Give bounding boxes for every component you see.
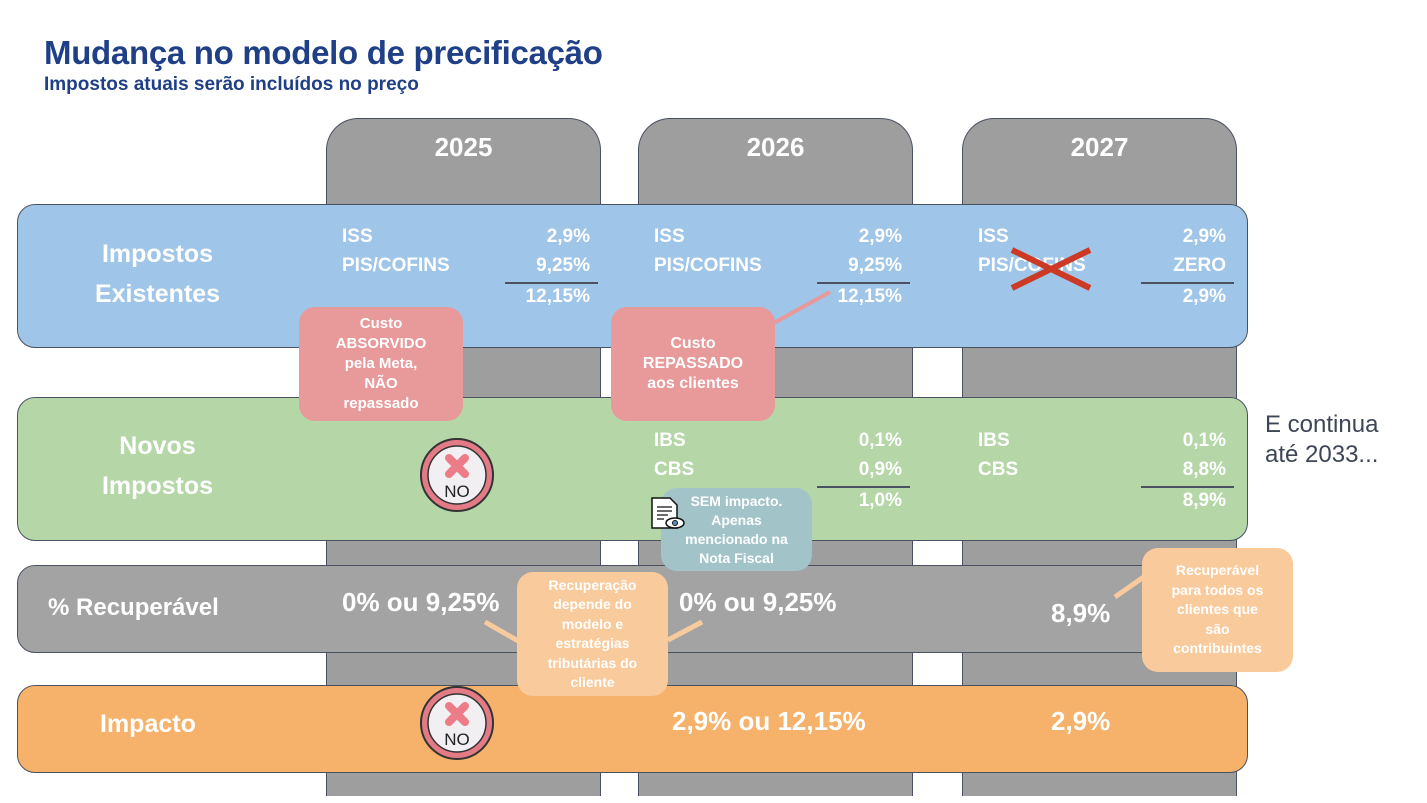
impacto-2027: 2,9% (1051, 706, 1111, 736)
total-novos-2027: 8,9% (1182, 490, 1226, 511)
strike-cross-icon (1010, 247, 1092, 291)
iss-label-2026: ISS (654, 226, 685, 247)
year-2026: 2026 (746, 132, 805, 162)
page-subtitle: Impostos atuais serão incluídos no preço (44, 74, 419, 95)
continua-note: E continua até 2033... (1265, 411, 1379, 468)
ibs-label-2026: IBS (654, 430, 686, 451)
impacto-2026: 2,9% ou 12,15% (672, 706, 866, 736)
row-novos-impostos (17, 397, 1248, 541)
pis-label-2026: PIS/COFINS (654, 255, 762, 276)
row-label-recuperavel: % Recuperável (48, 594, 219, 621)
row-label-impacto: Impacto (100, 710, 196, 738)
total-2025: 12,15% (525, 286, 590, 307)
recuperavel-2027: 8,9% (1051, 598, 1111, 628)
total-2026: 12,15% (837, 286, 902, 307)
callout-absorvido: Custo ABSORVIDO pela Meta, NÃO repassado (299, 307, 463, 421)
callout-repassado: Custo REPASSADO aos clientes (611, 307, 775, 421)
pis-value-2027: ZERO (1173, 255, 1226, 276)
callout-sem-impacto: SEM impacto. Apenas mencionado na Nota Fisc… (661, 488, 812, 571)
pis-value-2026: 9,25% (848, 255, 902, 276)
row-label-novos: Novos Impostos (101, 432, 214, 500)
page-title: Mudança no modelo de precificação (44, 34, 603, 71)
iss-label-2027: ISS (978, 226, 1009, 247)
document-view-icon (651, 497, 685, 529)
iss-value-2025: 2,9% (546, 226, 590, 247)
cbs-value-2026: 0,9% (858, 459, 902, 480)
recuperavel-2025: 0% ou 9,25% (342, 587, 500, 617)
cbs-value-2027: 8,8% (1182, 459, 1226, 480)
ibs-value-2026: 0,1% (858, 430, 902, 451)
recuperavel-2026: 0% ou 9,25% (679, 587, 837, 617)
pis-label-2025: PIS/COFINS (342, 255, 450, 276)
no-icon: NO (418, 436, 496, 514)
cbs-label-2026: CBS (654, 459, 695, 480)
no-icon-impacto: NO (418, 684, 496, 762)
cbs-label-2027: CBS (978, 459, 1019, 480)
year-2025: 2025 (434, 132, 493, 162)
iss-label-2025: ISS (342, 226, 373, 247)
year-2027: 2027 (1070, 132, 1129, 162)
callout-recuperavel-todos: Recuperável para todos os clientes que são c… (1142, 548, 1293, 672)
iss-value-2026: 2,9% (858, 226, 902, 247)
ibs-label-2027: IBS (978, 430, 1010, 451)
callout-recuperacao: Recuperação depende do modelo e estratégias… (517, 572, 668, 696)
row-label-existentes: Impostos Existentes (94, 240, 221, 308)
iss-value-2027: 2,9% (1182, 226, 1226, 247)
pis-value-2025: 9,25% (536, 255, 590, 276)
total-novos-2026: 1,0% (858, 490, 902, 511)
total-2027: 2,9% (1182, 286, 1226, 307)
ibs-value-2027: 0,1% (1182, 430, 1226, 451)
